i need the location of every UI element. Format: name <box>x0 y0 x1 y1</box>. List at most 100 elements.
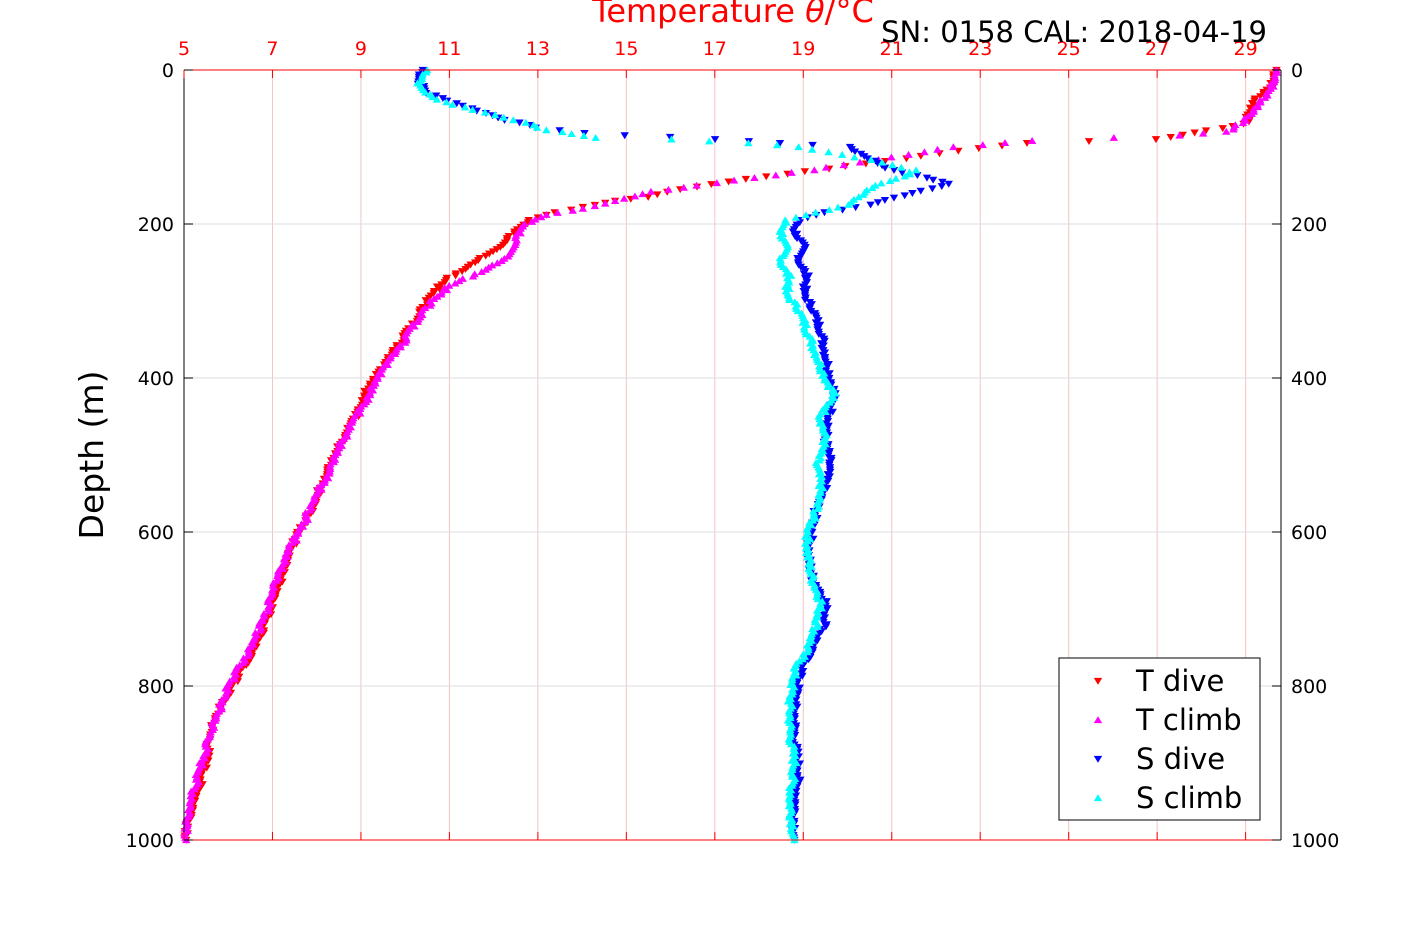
data-point <box>928 185 937 193</box>
data-point <box>781 282 790 290</box>
data-point <box>771 171 781 179</box>
data-point <box>798 672 807 680</box>
data-point <box>243 652 253 660</box>
x-tick-label: 27 <box>1145 38 1169 60</box>
y-tick-label-right: 200 <box>1291 214 1327 236</box>
data-point <box>421 88 430 96</box>
data-point <box>762 173 771 181</box>
axis-ticks: 5 7 9 11 13 15 17 19 21 23 25 27 29 0 0 200 200 400 400 600… <box>126 38 1340 852</box>
data-point <box>877 179 886 187</box>
data-point <box>536 213 546 221</box>
data-point <box>888 161 897 169</box>
data-point <box>868 184 877 191</box>
legend-label: S climb <box>1136 781 1242 815</box>
y-tick-label-left: 200 <box>138 214 174 236</box>
x-tick-label: 9 <box>355 38 367 60</box>
data-point <box>619 194 629 202</box>
x-tick-label: 23 <box>968 38 992 60</box>
data-point <box>800 168 810 176</box>
data-point <box>858 190 868 198</box>
chart-title: Temperature θ/°C <box>591 0 874 30</box>
data-point <box>808 141 817 149</box>
data-point <box>802 285 812 293</box>
serial-calibration-label: SN: 0158 CAL: 2018-04-19 <box>881 15 1267 49</box>
data-point <box>527 217 537 225</box>
data-point <box>451 272 460 280</box>
data-point <box>707 181 716 188</box>
y-axis-label: Depth (m) <box>72 371 111 540</box>
y-tick-label-right: 1000 <box>1291 830 1339 852</box>
data-point <box>800 296 810 304</box>
data-point <box>880 157 890 165</box>
data-markers <box>180 66 1282 844</box>
data-point <box>1166 133 1175 141</box>
data-point <box>922 174 932 182</box>
data-point <box>452 100 461 108</box>
data-point <box>679 183 688 191</box>
data-point <box>880 196 890 204</box>
data-point <box>437 290 446 298</box>
data-point <box>798 318 807 326</box>
data-point <box>837 150 847 158</box>
data-point <box>823 383 833 390</box>
y-tick-label-left: 1000 <box>126 830 174 852</box>
data-point <box>377 370 386 378</box>
data-point <box>567 130 576 138</box>
x-tick-label: 7 <box>266 38 278 60</box>
data-point <box>356 409 365 417</box>
data-point <box>455 277 464 285</box>
data-point <box>775 140 785 147</box>
y-tick-label-right: 600 <box>1291 522 1327 544</box>
data-point <box>490 111 500 119</box>
data-point <box>792 671 801 679</box>
data-point <box>461 265 470 273</box>
data-point <box>256 626 265 634</box>
data-point <box>785 296 794 304</box>
data-point <box>839 161 848 169</box>
data-point <box>396 343 405 351</box>
data-point <box>568 206 577 214</box>
data-point <box>610 197 620 205</box>
data-point <box>521 118 531 126</box>
y-tick-label-left: 400 <box>138 368 174 390</box>
data-point <box>821 408 830 416</box>
data-point <box>515 119 524 127</box>
data-point <box>798 283 808 291</box>
data-point <box>553 208 562 216</box>
x-tick-label: 25 <box>1057 38 1081 60</box>
data-point <box>928 176 938 184</box>
data-point <box>492 246 502 254</box>
data-point <box>851 204 860 212</box>
legend-label: T dive <box>1135 664 1224 698</box>
data-point <box>481 265 490 273</box>
data-point <box>643 193 653 201</box>
legend-marker <box>1093 794 1103 802</box>
data-point <box>908 190 917 197</box>
data-point <box>887 153 896 161</box>
data-point <box>916 187 925 195</box>
data-point <box>850 153 859 161</box>
data-point <box>555 127 564 135</box>
data-point <box>880 164 890 172</box>
data-point <box>1084 138 1094 146</box>
data-point <box>1190 129 1199 137</box>
data-point <box>750 174 759 181</box>
data-point <box>854 193 863 201</box>
legend-label: S dive <box>1136 742 1225 776</box>
legend: T dive T climb S dive S climb <box>1058 657 1261 821</box>
data-point <box>821 367 831 375</box>
data-point <box>431 92 441 100</box>
data-point <box>390 350 400 357</box>
data-point <box>305 506 315 514</box>
data-point <box>889 166 899 174</box>
data-point <box>813 595 822 603</box>
data-point <box>900 172 910 180</box>
data-point <box>811 208 820 216</box>
data-point <box>620 132 629 140</box>
data-point <box>470 259 480 267</box>
data-point <box>653 191 662 199</box>
data-point <box>488 248 498 256</box>
data-point <box>432 95 442 103</box>
data-point <box>724 178 733 186</box>
